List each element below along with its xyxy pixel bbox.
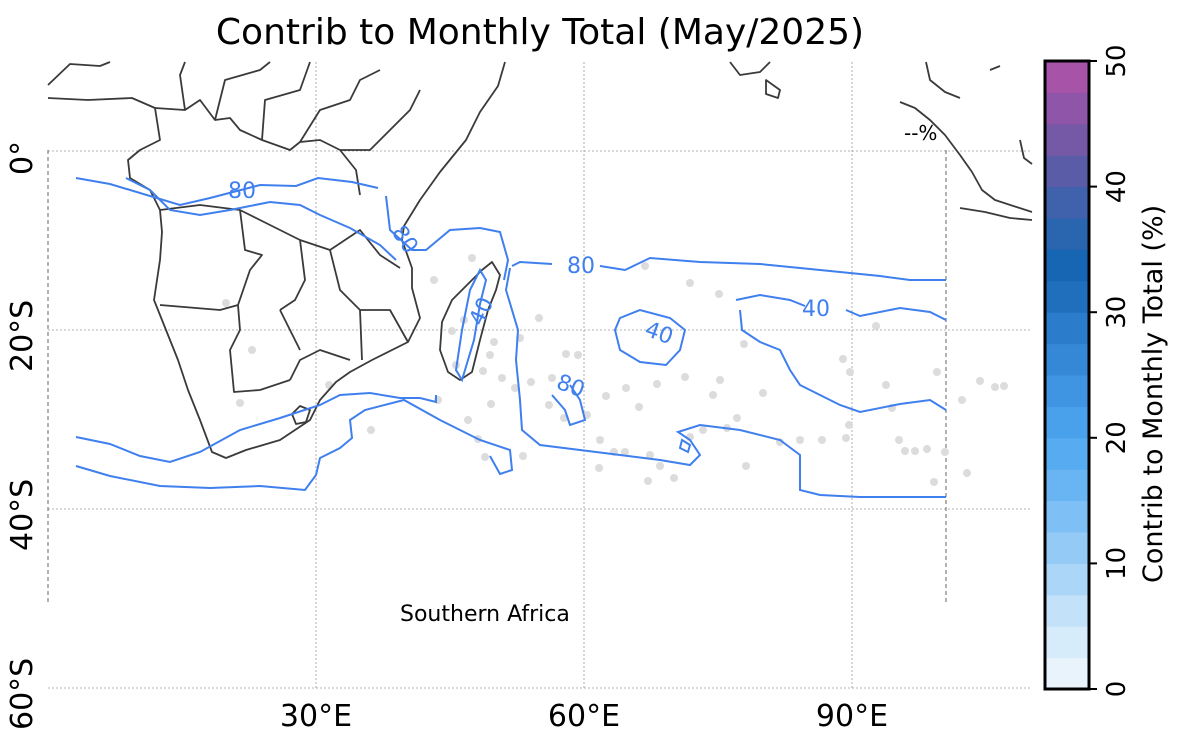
colorbar-band — [1045, 563, 1089, 596]
colorbar-tick-label: 50 — [1102, 44, 1132, 77]
colorbar-band — [1045, 218, 1089, 250]
africa-interior-borders — [154, 61, 421, 393]
sumatra-coastline — [899, 61, 1033, 213]
colorbar-band — [1045, 657, 1089, 690]
colorbar-band — [1045, 375, 1089, 407]
contour-40-central — [613, 308, 687, 367]
colorbar-band — [1045, 92, 1089, 125]
contour-label: 80 — [553, 370, 588, 403]
contour-80-east-lower — [739, 309, 947, 414]
lon-label-90e: 90°E — [816, 699, 888, 734]
colorbar-tick-label: 20 — [1102, 421, 1132, 454]
colorbar: 0 10 20 30 40 50 Contrib to Monthly Total (%) — [1043, 44, 1169, 697]
contour-large-ring — [504, 267, 946, 498]
colorbar-band — [1045, 437, 1089, 470]
contour-80-north-lower — [125, 177, 397, 261]
contour-80-central-lower — [551, 384, 587, 427]
contour-label: 40 — [802, 297, 830, 322]
colorbar-band — [1045, 343, 1089, 376]
colorbar-band — [1045, 155, 1089, 188]
colorbar-tick-label: 30 — [1102, 296, 1132, 329]
lon-label-60e: 60°E — [548, 699, 620, 734]
arabia-coastline — [729, 61, 781, 99]
colorbar-bands — [1045, 61, 1089, 690]
colorbar-tick-label: 10 — [1102, 547, 1132, 580]
colorbar-band — [1045, 123, 1089, 156]
colorbar-frame — [1043, 59, 1091, 691]
contour-label: 40 — [465, 294, 499, 330]
contour-label-group: 80 80 80 80 40 40 40 — [228, 179, 830, 403]
africa-coastline — [47, 61, 506, 459]
colorbar-tick-label: 0 — [1102, 681, 1132, 698]
contour-label: 80 — [386, 221, 423, 258]
contour-label: 40 — [641, 317, 676, 350]
coastlines — [47, 61, 1033, 459]
colorbar-band — [1045, 469, 1089, 502]
contour-label: 80 — [228, 179, 256, 204]
gridlines — [48, 62, 1032, 689]
colorbar-label: Contrib to Monthly Total (%) — [1138, 205, 1169, 583]
colorbar-tick-label: 40 — [1102, 170, 1132, 203]
colorbar-band — [1045, 249, 1089, 282]
lat-label-20s: 20°S — [5, 300, 40, 372]
contour-40-east — [735, 293, 947, 321]
colorbar-ticks: 0 10 20 30 40 50 — [1089, 44, 1132, 697]
contour-label: 80 — [567, 254, 595, 279]
contour-small-ring — [678, 438, 692, 454]
java-coastline — [959, 207, 1033, 221]
contour-madagascar-40 — [454, 267, 488, 383]
colorbar-band — [1045, 280, 1089, 313]
colorbar-band — [1045, 186, 1089, 219]
lat-label-40s: 40°S — [5, 479, 40, 551]
lon-label-30e: 30°E — [280, 699, 352, 734]
region-label: Southern Africa — [400, 602, 570, 627]
domain-boundary — [47, 150, 947, 603]
colorbar-band — [1045, 61, 1089, 93]
contour-south-band — [75, 398, 514, 492]
contour-east-africa — [385, 195, 510, 281]
lat-label-60s: 60°S — [5, 658, 40, 730]
contour-lower-left — [75, 391, 437, 464]
lat-label-0: 0° — [5, 141, 40, 175]
madagascar-coastline — [439, 261, 501, 381]
colorbar-band — [1045, 626, 1089, 659]
colorbar-band — [1045, 312, 1089, 345]
contour-80-central — [511, 256, 946, 281]
chart-title: Contrib to Monthly Total (May/2025) — [215, 12, 865, 53]
contour-80-north — [75, 176, 379, 207]
colorbar-band — [1045, 406, 1089, 439]
lesotho — [291, 405, 311, 425]
percent-marker: --% — [904, 121, 937, 145]
colorbar-band — [1045, 532, 1089, 564]
colorbar-band — [1045, 594, 1089, 627]
colorbar-band — [1045, 500, 1089, 533]
contour-lines — [75, 176, 947, 498]
